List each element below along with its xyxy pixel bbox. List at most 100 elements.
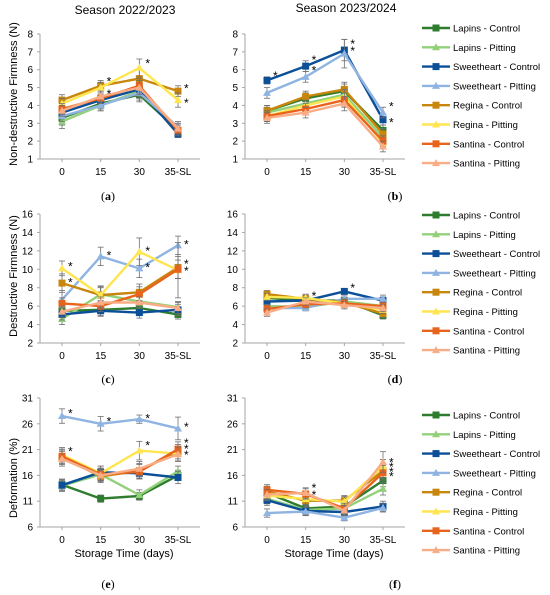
significance-mark: *	[107, 74, 112, 88]
legend-label: Sweetheart - Pitting	[453, 468, 536, 479]
data-point	[174, 87, 182, 95]
series-line	[266, 93, 384, 139]
series-line	[61, 88, 179, 135]
data-point	[135, 247, 144, 255]
legend-marker	[432, 211, 440, 219]
legend-marker	[432, 507, 440, 515]
y-tick-label: 16	[22, 210, 34, 221]
y-tick-label: 14	[22, 228, 34, 239]
x-tick-label: 35-SL	[165, 351, 192, 362]
significance-mark: *	[312, 289, 317, 303]
data-point	[96, 101, 105, 109]
significance-mark: *	[184, 436, 189, 450]
legend-marker	[432, 43, 440, 51]
y-tick-label: 10	[22, 265, 34, 276]
x-label-right: Storage Time (days)	[284, 548, 383, 560]
legend-item: Lapins - Pitting	[422, 430, 516, 441]
data-point	[58, 264, 66, 272]
data-point	[135, 309, 143, 317]
data-point	[301, 297, 310, 305]
y-tick-label: 16	[227, 471, 239, 482]
series-line	[61, 268, 179, 308]
legend-marker	[432, 288, 440, 296]
series-santina-pitting	[58, 446, 182, 482]
series-line	[61, 474, 179, 500]
data-point	[135, 298, 144, 306]
legend-marker	[432, 101, 440, 109]
y-tick-label: 6	[232, 523, 238, 534]
y-tick-label: 21	[227, 445, 239, 456]
legend-label: Sweetheart - Control	[453, 449, 540, 460]
significance-mark: *	[184, 96, 189, 110]
data-point	[58, 106, 66, 114]
significance-mark: *	[145, 412, 150, 426]
significance-mark: *	[107, 249, 112, 263]
significance-mark: *	[184, 257, 189, 271]
y-tick-label: 8	[232, 283, 238, 294]
title-left: Season 2022/2023	[75, 3, 176, 17]
legend-label: Regina - Control	[453, 488, 522, 499]
legend-item: Lapins - Control	[422, 24, 520, 35]
data-point	[58, 412, 66, 420]
x-tick-label: 35-SL	[165, 167, 192, 178]
significance-mark: *	[389, 460, 394, 474]
legend-marker	[432, 411, 440, 419]
significance-mark: *	[350, 281, 355, 295]
series-line	[266, 102, 384, 148]
significance-mark: *	[389, 99, 394, 113]
legend-marker	[432, 81, 440, 89]
legend-label: Regina - Pitting	[453, 120, 518, 131]
series-line	[266, 479, 384, 510]
y-tick-label: 5	[27, 83, 33, 94]
y-tick-label: 12	[227, 246, 239, 257]
data-point	[301, 293, 310, 301]
y-tick-label: 1	[27, 155, 33, 166]
y-tick-label: 7	[27, 47, 33, 58]
series-santina-pitting	[58, 296, 182, 318]
panel-letter-d: (d)	[388, 372, 403, 386]
data-point	[340, 506, 349, 514]
legend-marker	[432, 159, 440, 167]
data-point	[379, 303, 387, 311]
y-tick-label: 3	[27, 119, 33, 130]
data-point	[301, 507, 310, 515]
legend-label: Regina - Control	[453, 101, 522, 112]
significance-mark: *	[145, 244, 150, 258]
data-point	[58, 99, 66, 107]
significance-mark: *	[68, 406, 73, 420]
series-santina-pitting	[58, 80, 182, 135]
y-tick-label: 8	[27, 283, 33, 294]
data-point	[58, 307, 66, 315]
panel-letter-e: (e)	[101, 577, 114, 591]
significance-mark: *	[312, 64, 317, 78]
legend-label: Sweetheart - Control	[453, 62, 540, 73]
significance-mark: *	[350, 37, 355, 51]
data-point	[301, 108, 310, 116]
significance-mark: *	[184, 420, 189, 434]
legend-label: Lapins - Control	[453, 24, 520, 35]
y-label-middle: Destructive Firmness (N)	[8, 215, 20, 337]
y-tick-label: 31	[22, 394, 34, 405]
legend-item: Lapins - Pitting	[422, 43, 516, 54]
legend-marker	[432, 468, 440, 476]
significance-mark: *	[312, 488, 317, 502]
data-point	[340, 49, 349, 57]
data-point	[379, 130, 387, 138]
data-point	[96, 471, 105, 479]
data-point	[96, 419, 105, 427]
y-tick-label: 4	[232, 320, 238, 331]
data-point	[302, 93, 310, 100]
significance-mark: *	[107, 415, 112, 429]
legend-label: Lapins - Control	[453, 211, 520, 222]
legend-label: Lapins - Pitting	[453, 230, 516, 241]
panel-letter-b: (b)	[388, 189, 403, 203]
legend-item: Santina - Pitting	[422, 159, 520, 170]
legend-item: Regina - Control	[422, 488, 522, 499]
legend-item: Santina - Control	[422, 526, 524, 537]
legend-marker	[432, 430, 440, 438]
data-point	[379, 142, 387, 150]
data-point	[174, 96, 182, 104]
series-line	[266, 499, 384, 514]
data-point	[135, 83, 144, 91]
y-tick-label: 6	[27, 302, 33, 313]
